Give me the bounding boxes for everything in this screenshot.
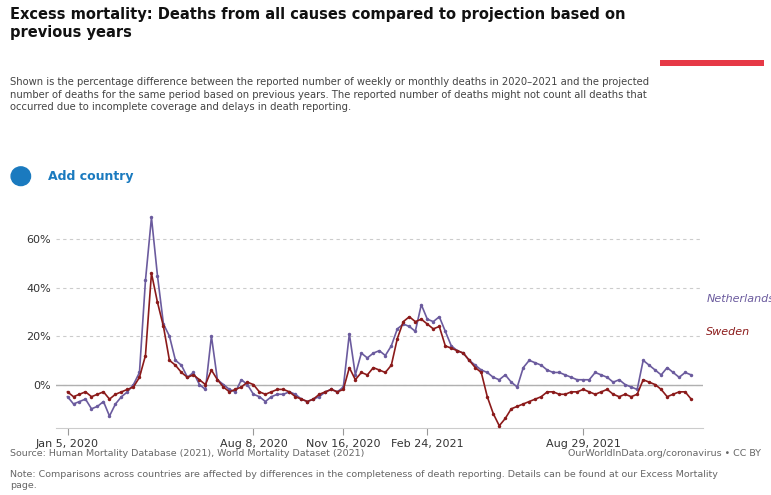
- Circle shape: [11, 167, 31, 186]
- FancyBboxPatch shape: [660, 60, 764, 66]
- Text: in Data: in Data: [691, 42, 733, 52]
- Text: Shown is the percentage difference between the reported number of weekly or mont: Shown is the percentage difference betwe…: [10, 77, 649, 112]
- Text: +: +: [15, 169, 27, 183]
- Text: Netherlands: Netherlands: [706, 295, 771, 304]
- Text: Our World: Our World: [682, 24, 742, 34]
- Text: Add country: Add country: [48, 170, 133, 183]
- Text: Sweden: Sweden: [706, 327, 750, 337]
- Text: OurWorldInData.org/coronavirus • CC BY: OurWorldInData.org/coronavirus • CC BY: [568, 449, 761, 458]
- Text: Source: Human Mortality Database (2021), World Mortality Dataset (2021): Source: Human Mortality Database (2021),…: [10, 449, 365, 458]
- Text: Excess mortality: Deaths from all causes compared to projection based on
previou: Excess mortality: Deaths from all causes…: [10, 7, 625, 41]
- Text: Note: Comparisons across countries are affected by differences in the completene: Note: Comparisons across countries are a…: [10, 470, 718, 491]
